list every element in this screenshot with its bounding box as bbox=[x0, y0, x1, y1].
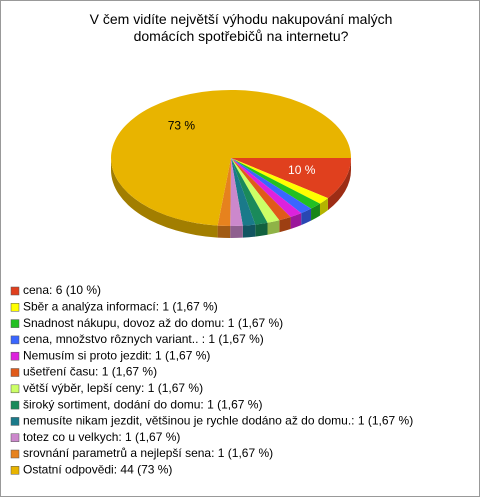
slice-side bbox=[327, 158, 351, 211]
legend-label: srovnání parametrů a nejlepší sena: 1 (1… bbox=[23, 446, 273, 460]
slice-side bbox=[242, 224, 256, 238]
slice bbox=[230, 158, 243, 226]
slice-side bbox=[290, 213, 302, 230]
slice bbox=[231, 158, 302, 218]
slice-side bbox=[111, 158, 218, 238]
legend-label: Ostatní odpovědi: 44 (73 %) bbox=[23, 462, 172, 476]
legend-label: Nemusím si proto jezdit: 1 (1,67 %) bbox=[23, 348, 210, 362]
slice bbox=[231, 158, 351, 199]
slice bbox=[231, 158, 268, 225]
slice-side bbox=[217, 225, 231, 238]
legend-label: Sběr a analýza informací: 1 (1,67 %) bbox=[23, 299, 218, 313]
legend-label: cena: 6 (10 %) bbox=[23, 283, 101, 297]
legend-label: větší výběr, lepší ceny: 1 (1,67 %) bbox=[23, 381, 203, 395]
slice bbox=[217, 158, 231, 226]
slice bbox=[231, 158, 280, 223]
legend-swatch bbox=[10, 400, 20, 410]
legend-swatch bbox=[10, 417, 20, 426]
legend-swatch bbox=[10, 335, 20, 345]
legend-label: široký sortiment, dodání do domu: 1 (1,6… bbox=[23, 397, 262, 411]
legend-swatch bbox=[10, 449, 20, 459]
legend-swatch bbox=[10, 351, 20, 361]
slice bbox=[231, 158, 320, 209]
chart-title: V čem vidíte největší výhodu nakupování … bbox=[89, 11, 393, 44]
legend-swatch bbox=[10, 286, 20, 296]
slice-side bbox=[311, 203, 320, 221]
legend-swatch bbox=[10, 384, 20, 394]
slice bbox=[231, 158, 256, 226]
slice bbox=[231, 158, 291, 221]
legend-swatch bbox=[10, 433, 20, 442]
slice-side bbox=[319, 198, 328, 216]
legend-label: ušetření času: 1 (1,67 %) bbox=[23, 365, 157, 379]
data-label: 73 % bbox=[168, 119, 196, 133]
slice bbox=[111, 89, 351, 226]
legend-label: cena, množstvo rôznych variant.. : 1 (1,… bbox=[23, 332, 264, 346]
legend-swatch bbox=[10, 303, 20, 312]
slice-side bbox=[279, 217, 291, 233]
slice bbox=[231, 158, 312, 214]
slice-side bbox=[230, 225, 243, 238]
legend-swatch bbox=[10, 466, 20, 475]
data-label: 10 % bbox=[288, 163, 316, 177]
legend-label: totez co u velkych: 1 (1,67 %) bbox=[23, 430, 180, 444]
legend-label: Snadnost nákupu, dovoz až do domu: 1 (1,… bbox=[23, 316, 283, 330]
slice-side bbox=[255, 222, 268, 237]
slice-side bbox=[267, 220, 280, 235]
slice-side bbox=[301, 208, 312, 226]
legend-label: nemusíte nikam jezdit, většinou je rychl… bbox=[23, 414, 413, 428]
slice bbox=[231, 158, 328, 204]
legend-swatch bbox=[10, 319, 20, 328]
legend-swatch bbox=[10, 368, 20, 377]
